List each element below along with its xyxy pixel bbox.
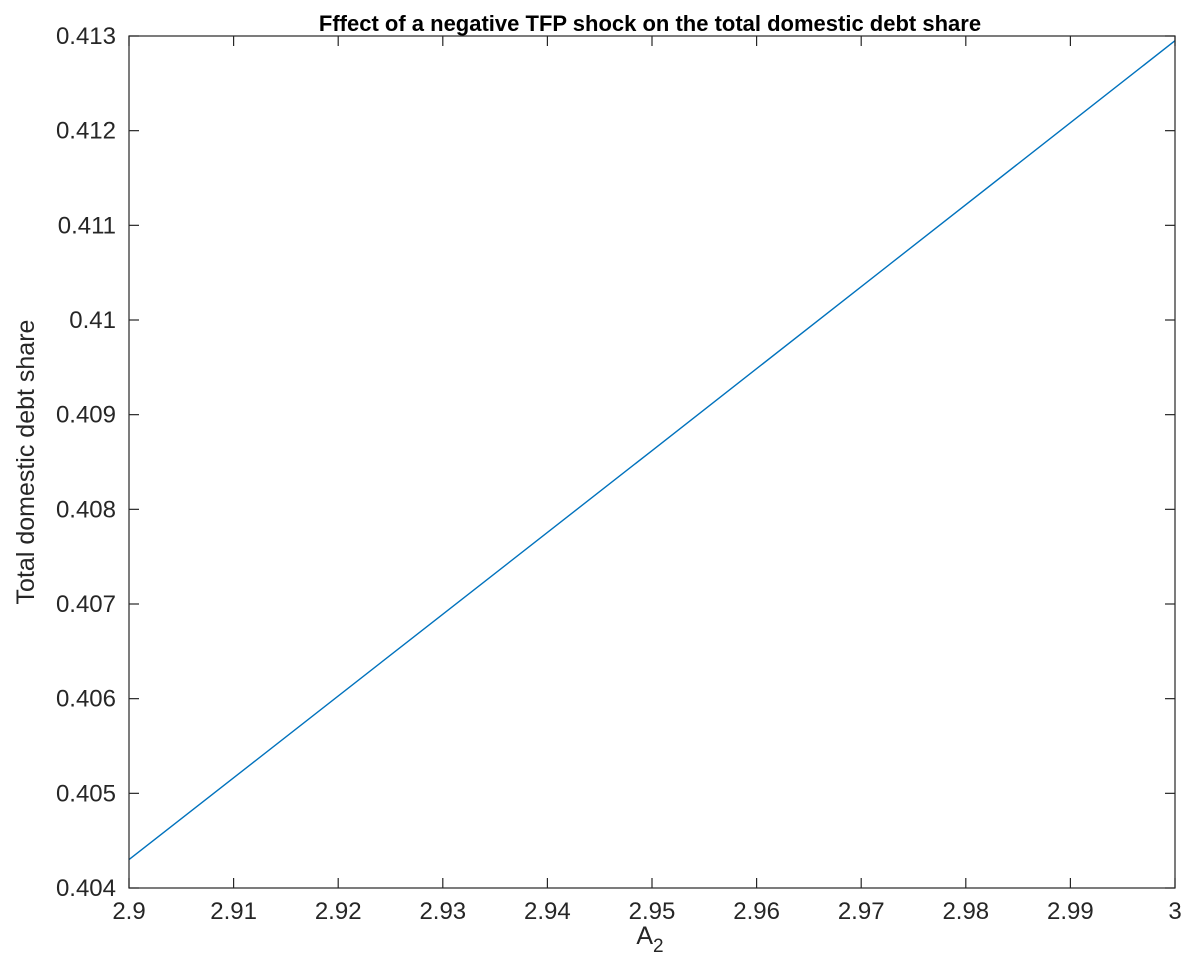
x-tick-label: 2.9	[112, 898, 145, 925]
y-tick-label: 0.405	[56, 780, 116, 807]
x-tick-label: 2.95	[629, 898, 676, 925]
y-tick-label: 0.41	[69, 307, 116, 334]
x-tick-label: 2.91	[210, 898, 257, 925]
series-group	[128, 40, 1176, 861]
x-tick-label: 2.97	[838, 898, 885, 925]
x-tick-label: 2.98	[942, 898, 989, 925]
x-axis-ticks: 2.9 2.91 2.92 2.93 2.94 2.95 2.96 2.97 2.98 2.99 3	[112, 36, 1182, 925]
x-axis-label-subscript: 2	[653, 936, 664, 957]
x-axis-label: A2	[636, 922, 663, 957]
x-axis-label-main: A	[636, 922, 653, 950]
x-tick-label: 2.94	[524, 898, 571, 925]
y-tick-label: 0.413	[56, 23, 116, 50]
x-tick-label: 3	[1168, 898, 1181, 925]
y-tick-label: 0.404	[56, 875, 116, 902]
y-tick-label: 0.406	[56, 686, 116, 713]
x-tick-label: 2.99	[1047, 898, 1094, 925]
y-tick-label: 0.412	[56, 118, 116, 145]
chart-title: Fffect of a negative TFP shock on the to…	[319, 11, 981, 36]
y-axis-ticks: 0.404 0.405 0.406 0.407 0.408 0.409 0.41 0.411 0…	[56, 23, 1175, 902]
x-tick-label: 2.92	[315, 898, 362, 925]
y-tick-label: 0.408	[56, 496, 116, 523]
plot-frame	[128, 35, 1176, 889]
y-tick-label: 0.411	[58, 212, 116, 239]
x-tick-label: 2.96	[733, 898, 780, 925]
y-tick-label: 0.407	[56, 591, 116, 618]
x-tick-label: 2.93	[419, 898, 466, 925]
series-line	[128, 40, 1176, 861]
y-tick-label: 0.409	[56, 402, 116, 429]
y-axis-label: Total domestic debt share	[12, 320, 40, 605]
